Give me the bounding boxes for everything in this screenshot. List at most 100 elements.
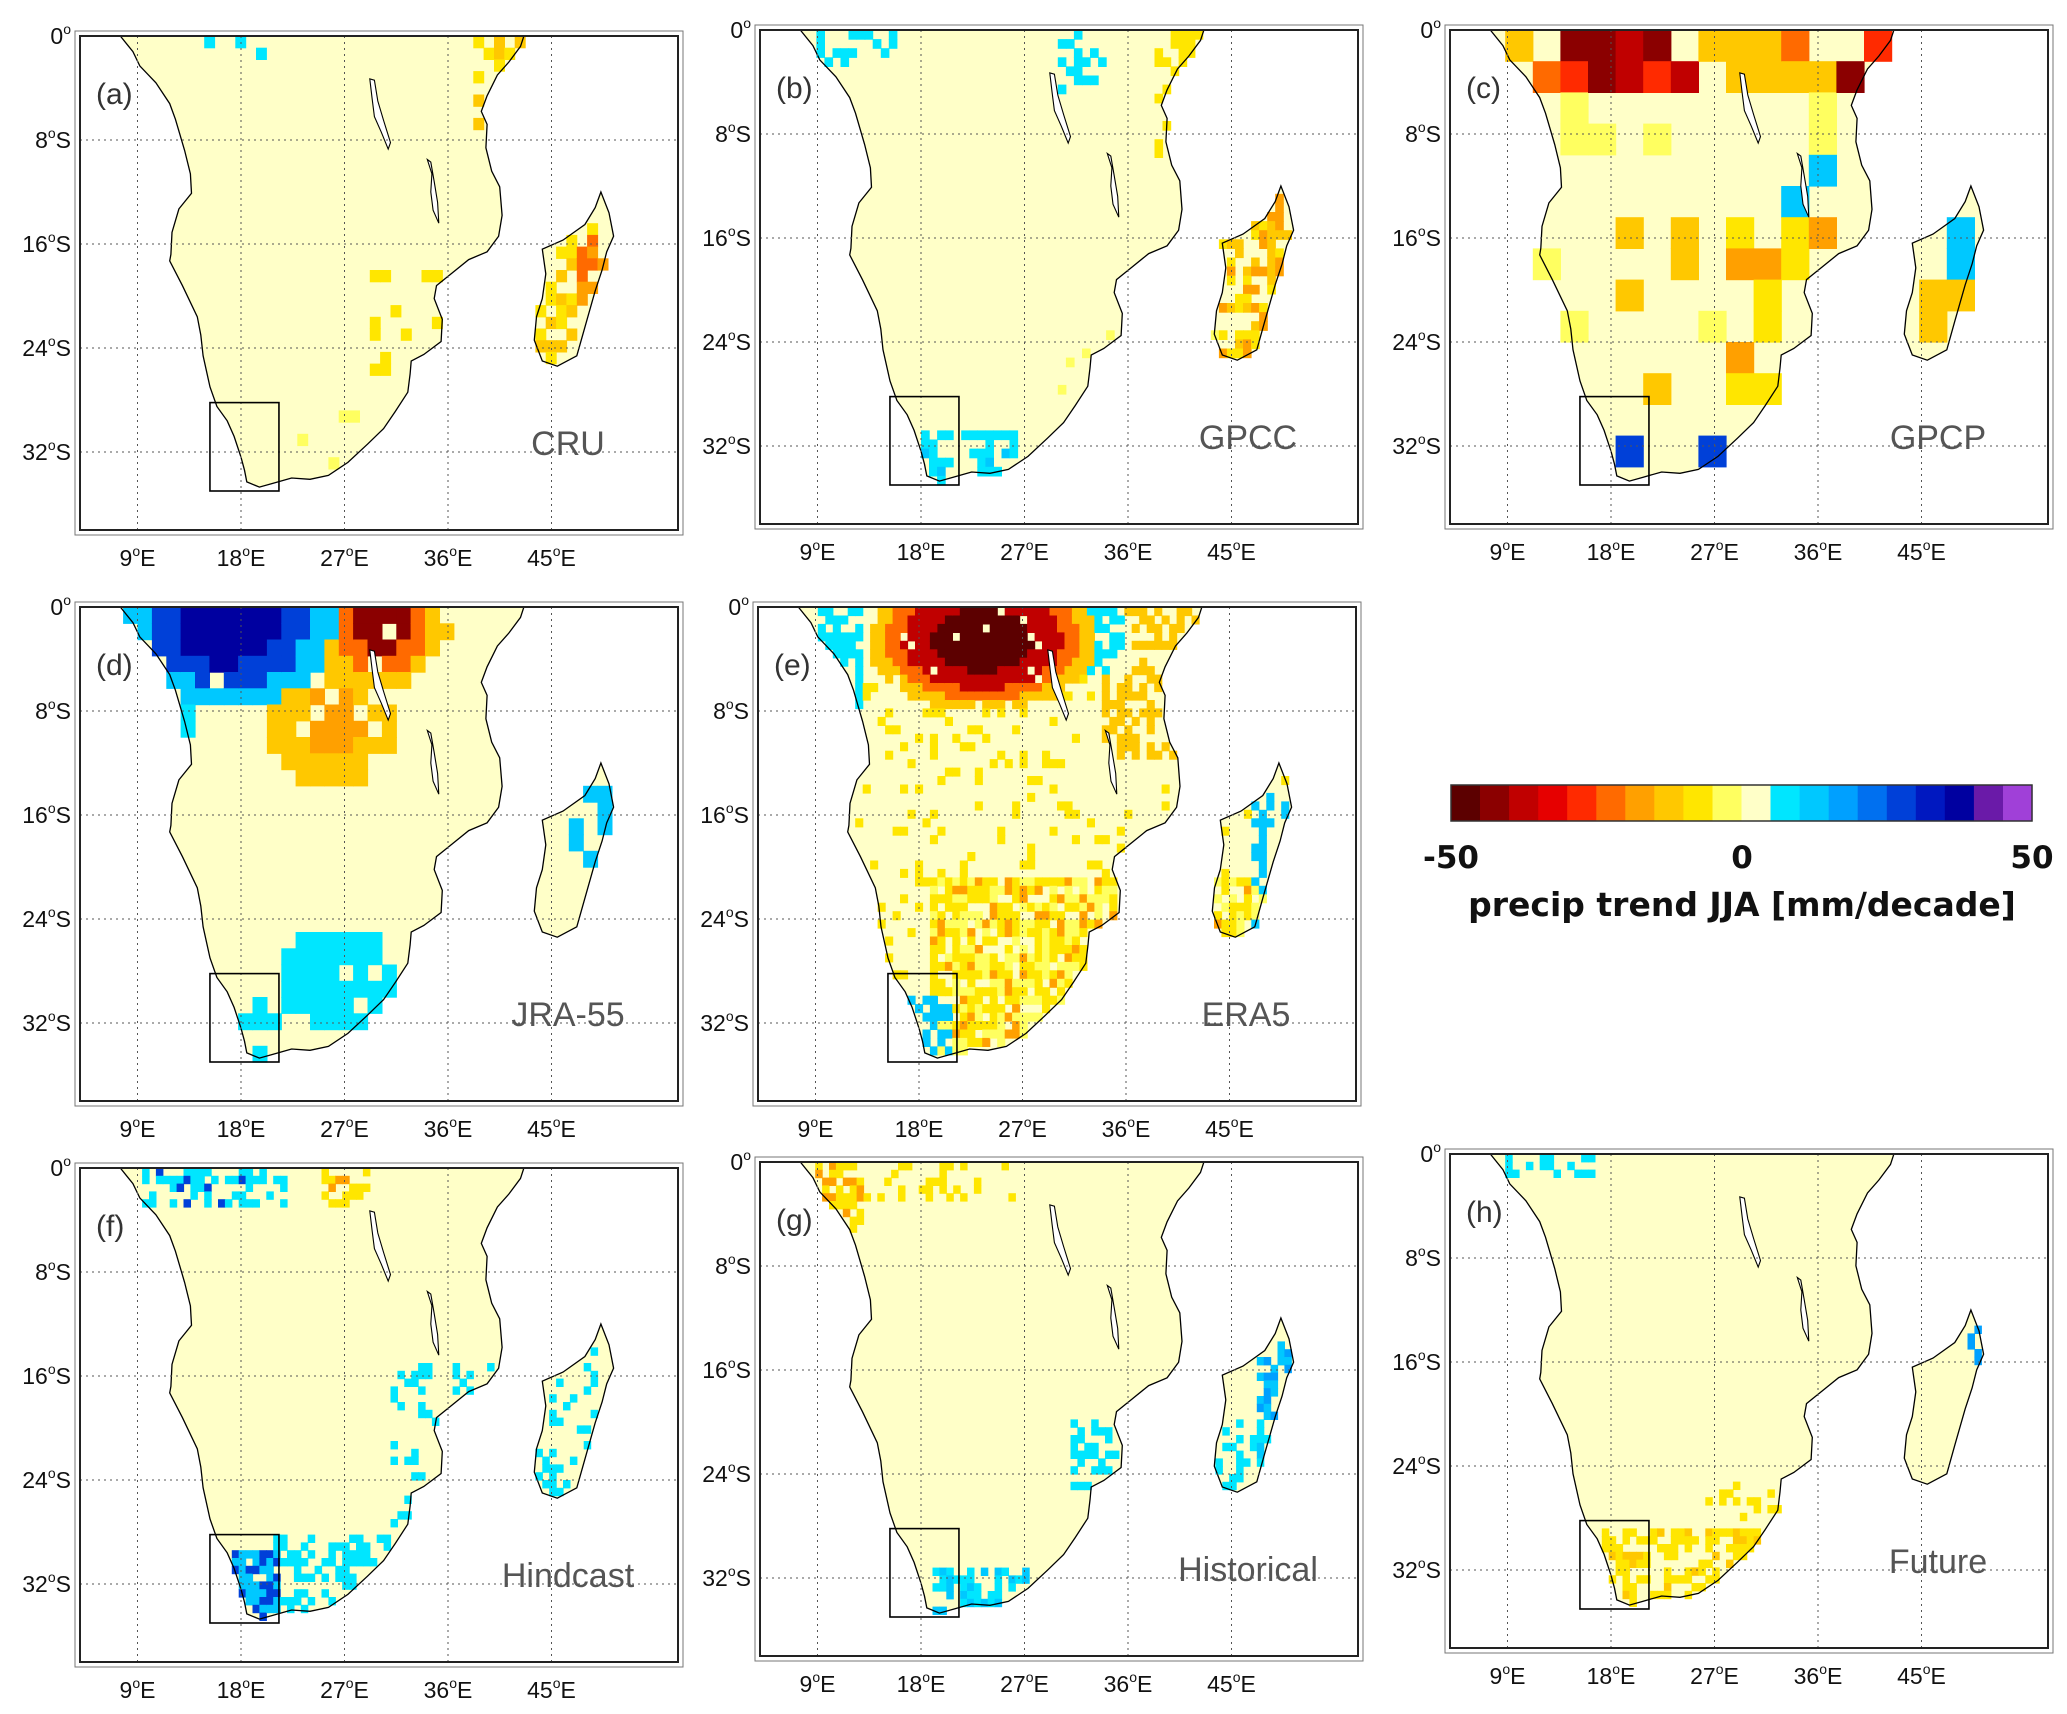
trend-cell xyxy=(1034,953,1043,963)
trend-cell xyxy=(1781,217,1810,249)
trend-cell xyxy=(952,691,961,701)
trend-cell xyxy=(396,607,412,624)
trend-cell xyxy=(259,1581,267,1590)
trend-cell xyxy=(1079,615,1088,625)
trend-cell xyxy=(974,1012,983,1022)
lat-tick-label: 0o xyxy=(50,21,71,49)
trend-cell xyxy=(335,1565,343,1575)
trend-cell xyxy=(1101,700,1110,710)
trend-cell xyxy=(1098,1466,1106,1475)
trend-cell xyxy=(946,1583,954,1592)
lat-tick-label: 8oS xyxy=(1405,1243,1441,1271)
trend-cell xyxy=(974,691,983,701)
lake-outline xyxy=(1049,72,1072,145)
trend-cell xyxy=(835,1185,844,1194)
trend-cell xyxy=(1622,1567,1630,1576)
trend-cell xyxy=(1131,640,1140,650)
trend-cell xyxy=(989,936,998,946)
trend-cell xyxy=(1004,1012,1013,1022)
trend-cell xyxy=(993,430,1002,441)
trend-cell xyxy=(1027,885,1036,895)
trend-cell xyxy=(1277,1341,1285,1350)
trend-cell xyxy=(967,1575,975,1584)
trend-cell xyxy=(1034,902,1043,912)
trend-cell xyxy=(1042,607,1051,617)
trend-cell xyxy=(1057,936,1066,946)
trend-cell xyxy=(1019,674,1028,684)
lon-tick-label: 18oE xyxy=(217,543,266,571)
trend-cell xyxy=(1042,919,1051,929)
trend-cell xyxy=(209,639,225,657)
trend-cell xyxy=(1086,657,1095,667)
lat-tick-label: 16oS xyxy=(22,800,71,828)
trend-cell xyxy=(1012,691,1021,701)
trend-cell xyxy=(1004,649,1013,659)
trend-cell xyxy=(900,894,909,904)
lon-tick-label: 36oE xyxy=(424,1675,473,1703)
trend-cell xyxy=(281,607,297,624)
lon-tick-label: 9oE xyxy=(798,1114,834,1142)
trend-cell xyxy=(1705,1536,1713,1545)
trend-cell xyxy=(256,47,267,60)
trend-cell xyxy=(231,1191,240,1200)
trend-cell xyxy=(473,71,485,84)
trend-cell xyxy=(1070,1419,1078,1428)
trend-cell xyxy=(1705,1497,1713,1506)
trend-cell xyxy=(1049,995,1058,1005)
trend-cell xyxy=(870,649,879,659)
trend-cell xyxy=(1221,826,1230,836)
trend-cell xyxy=(1094,894,1103,904)
trend-cell xyxy=(1015,1575,1023,1584)
trend-cell xyxy=(1094,835,1103,845)
trend-cell xyxy=(1042,961,1051,971)
trend-cell xyxy=(151,623,167,641)
trend-cell xyxy=(959,928,968,938)
trend-cell xyxy=(1064,632,1073,642)
trend-cell xyxy=(535,1472,543,1481)
lon-tick-label: 36oE xyxy=(424,1114,473,1142)
trend-cell xyxy=(473,94,485,107)
trend-cell xyxy=(1034,995,1043,1005)
trend-cell xyxy=(1808,123,1837,156)
trend-cell xyxy=(1019,657,1028,667)
trend-cell xyxy=(974,623,983,633)
trend-cell xyxy=(944,877,953,887)
trend-cell xyxy=(404,1456,412,1465)
trend-cell xyxy=(907,615,916,625)
trend-cell xyxy=(937,623,946,633)
colorbar-swatch xyxy=(1770,785,1801,821)
trend-cell xyxy=(1019,961,1028,971)
colorbar-swatch xyxy=(1886,785,1917,821)
trend-cell xyxy=(1251,885,1260,895)
trend-cell xyxy=(1546,1161,1555,1171)
trend-cell xyxy=(946,1567,954,1576)
trend-cell xyxy=(1726,30,1755,62)
trend-cell xyxy=(847,632,856,642)
trend-cell xyxy=(1042,1004,1051,1014)
trend-cell xyxy=(209,623,225,641)
trend-cell xyxy=(1270,1364,1279,1374)
trend-cell xyxy=(1116,615,1125,625)
trend-cell xyxy=(944,928,953,938)
trend-cell xyxy=(1012,894,1021,904)
trend-cell xyxy=(1243,330,1252,340)
trend-cell xyxy=(310,688,325,706)
trend-cell xyxy=(1049,615,1058,625)
trend-cell xyxy=(180,704,196,722)
panel-dataset-name: ERA5 xyxy=(1202,996,1291,1034)
trend-cell xyxy=(1022,1575,1030,1584)
trend-cell xyxy=(367,997,383,1014)
trend-cell xyxy=(967,928,976,938)
trend-cell xyxy=(840,48,850,58)
trend-cell xyxy=(425,1363,433,1372)
trend-cell xyxy=(900,649,909,659)
trend-cell xyxy=(418,1370,426,1380)
trend-cell xyxy=(832,623,841,633)
trend-cell xyxy=(380,270,392,283)
trend-cell xyxy=(353,623,369,641)
trend-cell xyxy=(342,1542,350,1551)
trend-cell xyxy=(982,1004,991,1014)
trend-cell xyxy=(997,885,1006,895)
